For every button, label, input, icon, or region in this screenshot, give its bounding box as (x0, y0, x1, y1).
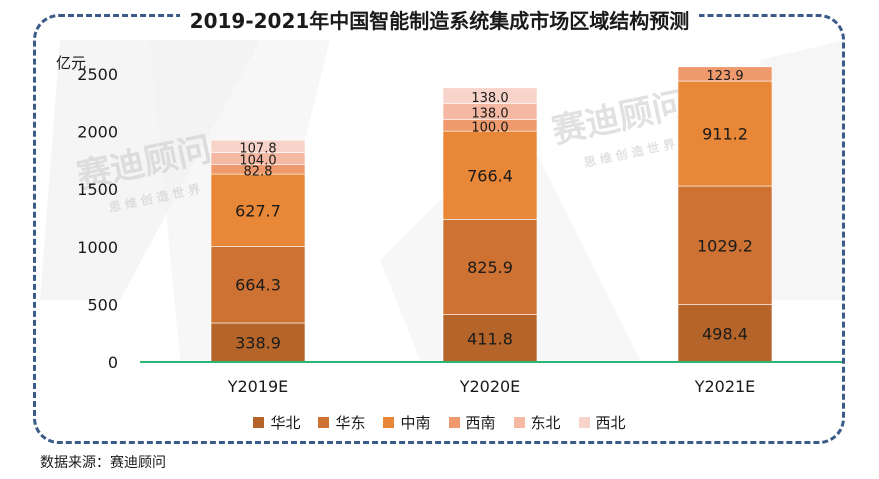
legend: 华北 华东 中南 西南 东北 西北 (0, 412, 879, 433)
legend-item: 华东 (318, 412, 365, 433)
legend-label: 西南 (465, 414, 496, 432)
data-label: 82.8 (244, 164, 273, 179)
bar-segment (677, 80, 773, 187)
bar-segment (677, 304, 773, 363)
data-label: 766.4 (467, 166, 513, 185)
y-tick-label: 0 (108, 353, 118, 372)
data-label: 138.0 (471, 91, 508, 106)
bar-segment (210, 173, 306, 247)
legend-item: 西南 (448, 412, 496, 433)
data-label: 825.9 (467, 258, 513, 277)
legend-item: 中南 (383, 412, 431, 433)
bar-segment (442, 314, 538, 363)
data-label: 138.0 (471, 107, 508, 122)
data-label: 338.9 (235, 333, 281, 352)
legend-label: 西北 (595, 414, 626, 432)
legend-label: 中南 (400, 414, 431, 432)
legend-swatch (578, 417, 590, 428)
chart-title: 2019-2021年中国智能制造系统集成市场区域结构预测 (0, 5, 879, 34)
bar-segment (442, 87, 538, 105)
x-tick-label: Y2020E (459, 377, 521, 396)
bar-segment (677, 185, 773, 305)
y-tick-label: 500 (87, 295, 118, 314)
data-label: 1029.2 (697, 236, 753, 255)
x-tick-label: Y2021E (694, 377, 756, 396)
legend-label: 华北 (270, 414, 301, 432)
legend-swatch (448, 417, 460, 428)
data-label: 664.3 (235, 276, 281, 295)
legend-swatch (318, 417, 330, 428)
data-label: 411.8 (467, 329, 513, 348)
legend-item: 东北 (513, 412, 561, 433)
legend-swatch (383, 417, 395, 428)
data-label: 627.7 (235, 201, 281, 220)
data-label: 104.0 (239, 154, 276, 169)
data-label: 498.4 (702, 324, 748, 343)
legend-item: 西北 (578, 412, 626, 433)
legend-swatch (253, 417, 265, 428)
y-tick-label: 2000 (77, 123, 118, 142)
bar-segment (677, 66, 773, 82)
y-axis-unit-label: 亿元 (56, 54, 87, 72)
legend-label: 东北 (530, 414, 561, 432)
data-label: 100.0 (471, 120, 508, 135)
legend-swatch (513, 417, 525, 428)
bar-segment (210, 246, 306, 324)
y-tick-label: 1000 (77, 238, 118, 257)
bar-segment (442, 130, 538, 220)
legend-label: 华东 (335, 414, 366, 432)
x-tick-label: Y2019E (227, 377, 289, 396)
legend-item: 华北 (253, 412, 300, 433)
y-tick-label: 2500 (77, 65, 118, 84)
bar-segment (210, 139, 306, 153)
data-label: 911.2 (702, 125, 748, 144)
data-label: 107.8 (239, 141, 276, 156)
data-label: 123.9 (706, 69, 743, 84)
y-tick-label: 1500 (77, 180, 118, 199)
bar-segment (442, 219, 538, 315)
source-note: 数据来源：赛迪顾问 (40, 455, 166, 471)
